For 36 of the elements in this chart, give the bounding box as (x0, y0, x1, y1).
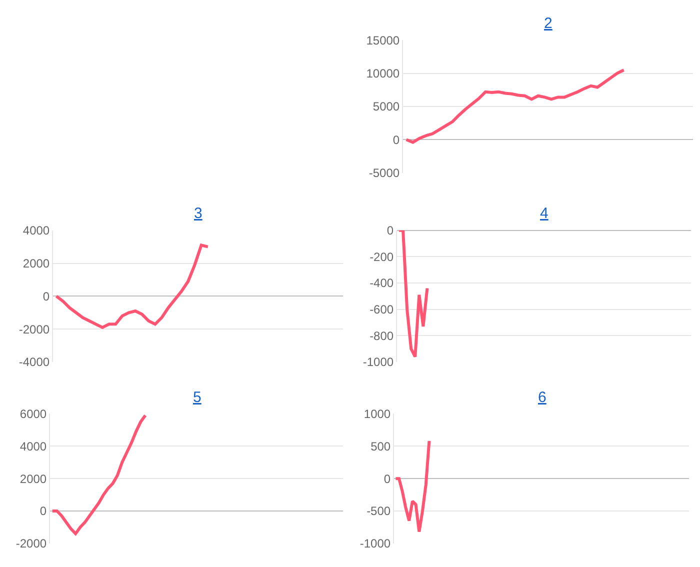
chart-title: 5 (193, 389, 202, 406)
y-tick-label: 4000 (22, 224, 50, 238)
y-tick-label: 1000 (364, 406, 391, 421)
y-tick-label: -400 (370, 276, 394, 290)
y-tick-label: -500 (366, 504, 391, 518)
y-tick-label: 0 (386, 224, 394, 238)
y-tick-label: -1000 (362, 355, 394, 370)
y-tick-label: 0 (392, 132, 400, 147)
y-tick-label: -1000 (360, 536, 391, 551)
y-tick-label: 0 (40, 504, 47, 518)
y-tick-label: 0 (384, 472, 391, 486)
y-tick-label: -5000 (368, 166, 400, 180)
line-series (50, 414, 147, 536)
line-series (404, 68, 626, 144)
line-series (54, 244, 210, 329)
y-tick-label: 4000 (20, 439, 47, 454)
y-tick-label: 5000 (372, 100, 400, 114)
y-tick-label: -200 (370, 250, 394, 264)
chart-title: 2 (544, 15, 552, 32)
line-series (394, 439, 431, 534)
chart-title: 3 (194, 205, 202, 222)
chart-title: 6 (538, 389, 546, 406)
line-series (398, 230, 429, 358)
y-tick-label: -800 (370, 328, 394, 343)
y-tick-label: 10000 (366, 66, 400, 81)
y-tick-label: -600 (370, 302, 394, 317)
y-tick-label: 500 (370, 439, 391, 454)
y-tick-label: 2000 (22, 256, 50, 270)
y-tick-label: 2000 (20, 472, 47, 486)
y-tick-label: 0 (42, 289, 50, 304)
y-tick-label: 15000 (366, 33, 400, 48)
y-tick-label: -2000 (16, 536, 47, 551)
y-tick-label: -2000 (18, 322, 50, 336)
y-tick-label: -4000 (18, 355, 50, 370)
y-tick-label: 6000 (20, 406, 47, 421)
chart-title: 4 (540, 205, 548, 222)
